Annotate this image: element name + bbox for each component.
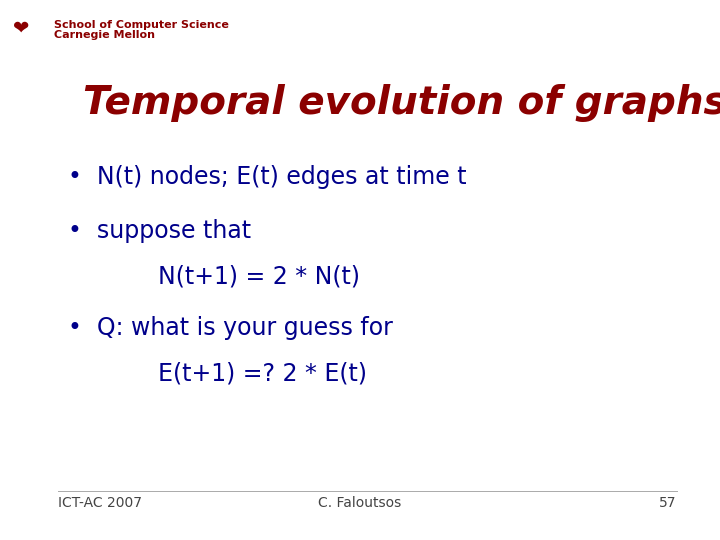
Text: E(t+1) =? 2 * E(t): E(t+1) =? 2 * E(t)	[158, 362, 367, 386]
Text: •  N(t) nodes; E(t) edges at time t: • N(t) nodes; E(t) edges at time t	[68, 165, 467, 188]
Text: N(t+1) = 2 * N(t): N(t+1) = 2 * N(t)	[158, 265, 361, 288]
Text: Carnegie Mellon: Carnegie Mellon	[54, 30, 155, 40]
Text: ❤: ❤	[13, 19, 30, 38]
Text: ICT-AC 2007: ICT-AC 2007	[58, 496, 142, 510]
Text: 57: 57	[660, 496, 677, 510]
Text: C. Faloutsos: C. Faloutsos	[318, 496, 402, 510]
Text: School of Computer Science: School of Computer Science	[54, 20, 229, 30]
Text: Temporal evolution of graphs: Temporal evolution of graphs	[83, 84, 720, 122]
Text: •  suppose that: • suppose that	[68, 219, 251, 242]
Text: •  Q: what is your guess for: • Q: what is your guess for	[68, 316, 393, 340]
